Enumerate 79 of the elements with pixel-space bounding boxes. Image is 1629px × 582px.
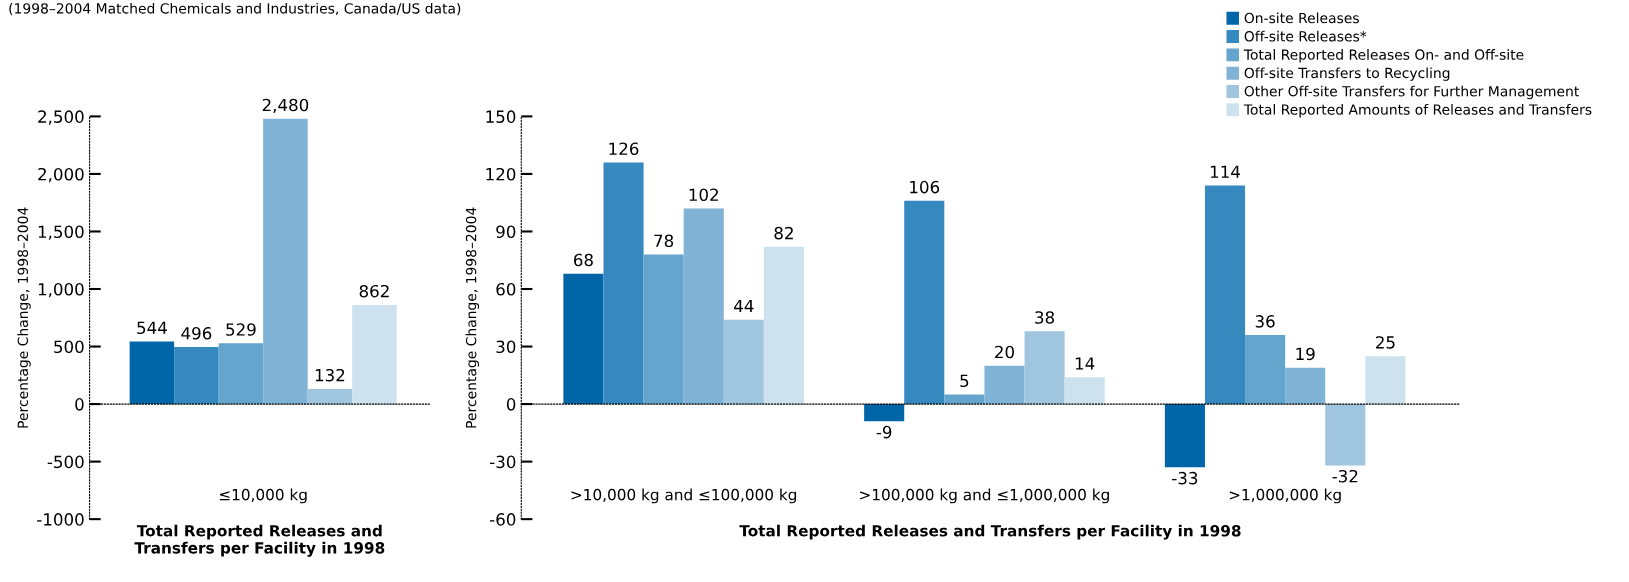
data-label: 496 (181, 327, 212, 340)
bar (218, 343, 264, 405)
y-tick-label: -60 (490, 513, 516, 526)
data-label: 20 (995, 345, 1014, 359)
y-tick-label: 1,000 (38, 282, 84, 298)
x-tick-label: >100,000 kg and ≤1,000,000 kg (860, 488, 1109, 504)
bar (1325, 404, 1366, 466)
bar (1024, 331, 1065, 405)
bar (1285, 367, 1326, 405)
x-axis-title: Total Reported Releases and Transfers per Facility in 1998 (739, 524, 1241, 540)
legend-label: Total Reported Amounts of Releases and Transfers (1243, 104, 1592, 118)
data-label: 862 (359, 284, 389, 298)
data-label: 126 (609, 142, 639, 156)
data-label: 2,480 (262, 98, 309, 114)
data-label: 544 (137, 321, 167, 335)
bar (1365, 356, 1406, 405)
bar (1204, 185, 1246, 405)
data-label: 102 (689, 188, 718, 202)
x-tick-label: >10,000 kg and ≤100,000 kg (571, 488, 797, 504)
y-tick-label: 30 (496, 340, 516, 354)
bar (174, 347, 219, 405)
bar (263, 118, 308, 405)
chart-subtitle: (1998–2004 Matched Chemicals and Industries, Canada/US data) (9, 2, 461, 16)
y-tick-label: 1,500 (38, 225, 84, 240)
legend-label: Other Off-site Transfers for Further Management (1244, 85, 1579, 100)
data-label: 19 (1296, 347, 1315, 361)
bar (603, 162, 644, 405)
y-tick-label: -500 (47, 455, 84, 469)
bar (307, 388, 353, 405)
bar (944, 394, 985, 405)
bar (563, 273, 604, 405)
y-tick-label: 90 (496, 225, 516, 239)
y-tick-label: 120 (486, 167, 516, 181)
bar (864, 404, 905, 422)
y-tick-label: 0 (506, 398, 516, 411)
data-label: 25 (1376, 336, 1395, 349)
y-tick-label: -1000 (37, 513, 84, 526)
bar (723, 319, 764, 405)
legend-label: Total Reported Releases On- and Off-site (1243, 49, 1524, 63)
y-tick-label: 2,500 (38, 110, 84, 125)
data-label: -9 (876, 425, 892, 439)
y-axis-title: Percentage Change, 1998–2004 (17, 207, 31, 428)
data-label: 14 (1075, 357, 1095, 370)
legend-label: On-site Releases (1244, 12, 1359, 24)
bar (984, 365, 1025, 405)
x-tick-label: >1,000,000 kg (1229, 488, 1341, 504)
data-label: 106 (910, 180, 940, 194)
y-tick-label: 500 (54, 340, 84, 354)
data-label: 132 (315, 368, 345, 382)
bar (1064, 377, 1105, 405)
bar (1164, 404, 1205, 468)
y-tick-label: 2,000 (38, 167, 84, 183)
data-label: -32 (1332, 469, 1358, 483)
bar (683, 208, 724, 405)
y-tick-label: 0 (75, 398, 84, 411)
bar (129, 341, 175, 405)
data-label: 68 (573, 253, 593, 267)
data-label: 44 (734, 299, 754, 313)
x-tick-label: ≤10,000 kg (219, 488, 307, 504)
bar (352, 304, 397, 405)
data-label: -33 (1172, 471, 1198, 485)
data-label: 36 (1255, 315, 1275, 328)
bar (1245, 335, 1286, 405)
y-tick-label: 150 (486, 110, 516, 123)
data-label: 78 (654, 234, 674, 248)
data-label: 38 (1035, 311, 1055, 324)
legend-label: Off-site Transfers to Recycling (1244, 67, 1450, 81)
y-tick-label: 60 (496, 282, 516, 296)
data-label: 82 (774, 226, 793, 240)
data-label: 5 (960, 374, 969, 388)
x-axis-title: Total Reported Releases and Transfers per Facility in 1998 (134, 524, 385, 557)
y-axis-title: Percentage Change, 1998–2004 (465, 207, 480, 428)
bar (643, 254, 684, 405)
y-tick-label: -30 (490, 455, 516, 469)
legend-label: Off-site Releases* (1244, 30, 1367, 42)
bar (904, 200, 945, 405)
data-label: 529 (226, 323, 256, 336)
data-label: 114 (1210, 165, 1240, 178)
bar (763, 246, 804, 405)
